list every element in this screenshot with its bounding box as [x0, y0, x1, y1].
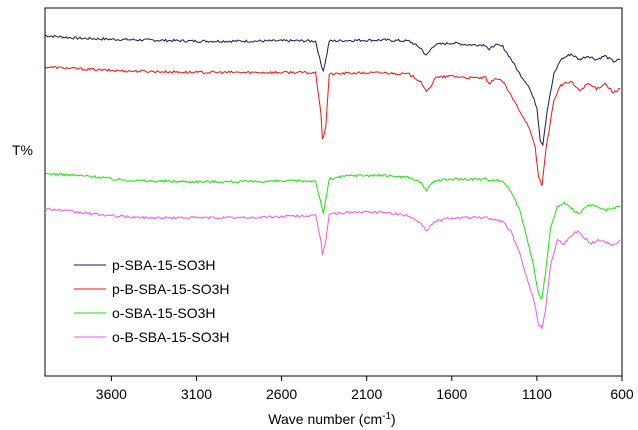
- legend-label: o-SBA-15-SO3H: [112, 305, 215, 321]
- x-axis-title-sup: -1: [382, 411, 391, 422]
- x-tick-label: 3100: [181, 386, 212, 402]
- legend-label: p-B-SBA-15-SO3H: [112, 281, 229, 297]
- x-axis-title-suffix: ): [391, 411, 396, 427]
- x-tick-label: 600: [610, 386, 634, 402]
- x-axis-title: Wave number (cm-1): [268, 411, 395, 427]
- y-axis-title: T%: [12, 142, 33, 158]
- legend-label: o-B-SBA-15-SO3H: [112, 329, 229, 345]
- series-line-p-SBA-15-SO3H: [44, 34, 621, 147]
- series-line-o-B-SBA-15-SO3H: [44, 207, 621, 330]
- series-line-p-B-SBA-15-SO3H: [44, 65, 621, 187]
- series-group: [44, 34, 621, 330]
- x-tick-label: 2600: [266, 386, 297, 402]
- x-tick-label: 2100: [351, 386, 382, 402]
- legend-label: p-SBA-15-SO3H: [112, 257, 215, 273]
- x-axis-ticks: 3600 3100 2600 2100 1600 1100 600: [96, 376, 634, 402]
- plot-frame: [44, 7, 623, 377]
- series-line-o-SBA-15-SO3H: [44, 172, 621, 300]
- x-tick-label: 1600: [436, 386, 467, 402]
- legend: p-SBA-15-SO3H p-B-SBA-15-SO3H o-SBA-15-SO3…: [74, 257, 229, 345]
- x-axis-title-main: Wave number (cm: [268, 411, 382, 427]
- x-tick-label: 3600: [96, 386, 127, 402]
- x-tick-label: 1100: [522, 386, 552, 402]
